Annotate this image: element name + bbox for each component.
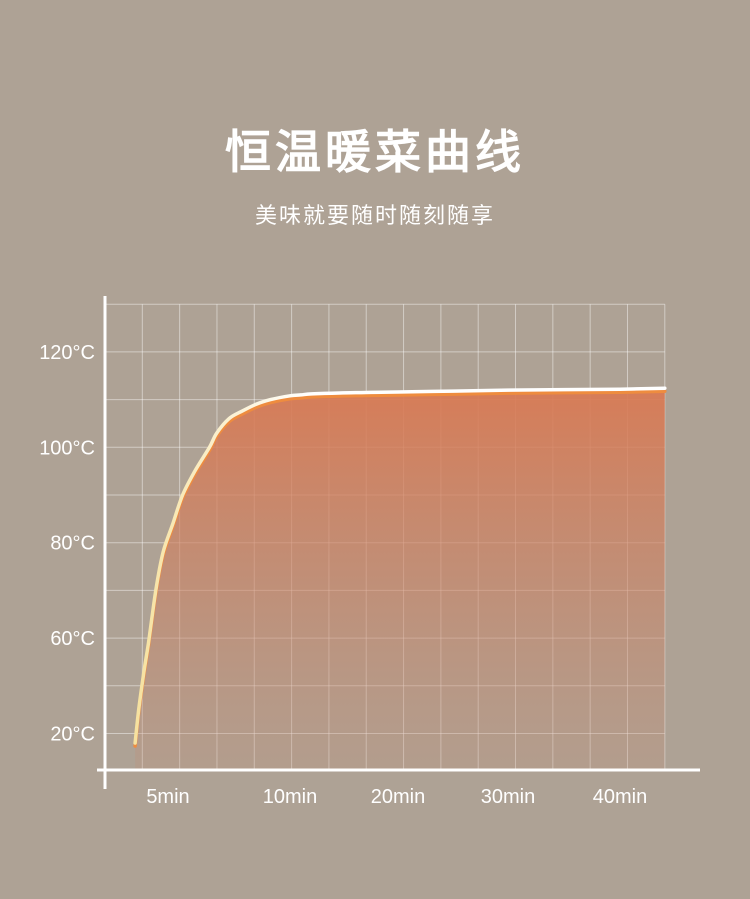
x-tick-label: 30min bbox=[481, 786, 535, 808]
x-tick-label: 40min bbox=[593, 786, 647, 808]
x-tick-label: 5min bbox=[146, 786, 189, 808]
x-tick-label: 20min bbox=[371, 786, 425, 808]
x-tick-label: 10min bbox=[263, 786, 317, 808]
y-tick-label: 80°C bbox=[50, 533, 95, 555]
curve-line bbox=[133, 386, 667, 745]
page-subtitle: 美味就要随时随刻随享 bbox=[254, 203, 495, 228]
y-tick-label: 120°C bbox=[39, 342, 95, 364]
curve-area-fill bbox=[135, 388, 665, 770]
y-tick-label: 20°C bbox=[50, 724, 95, 746]
y-tick-label: 60°C bbox=[50, 628, 95, 650]
y-tick-label: 100°C bbox=[39, 437, 95, 459]
page-title: 恒温暖菜曲线 bbox=[225, 126, 525, 178]
